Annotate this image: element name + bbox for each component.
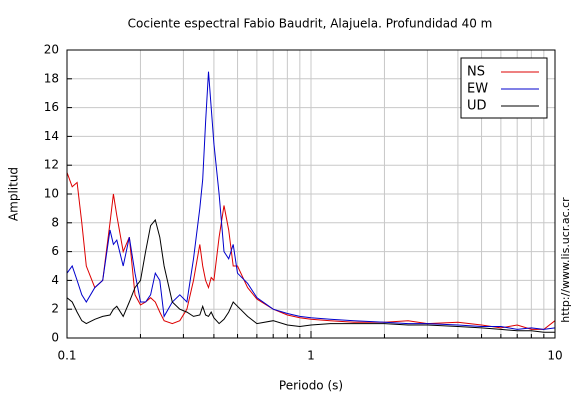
x-tick-label: 10 <box>547 349 562 363</box>
x-tick-label: 1 <box>307 349 315 363</box>
y-tick-label: 4 <box>51 273 59 287</box>
side-note: http://www.lis.ucr.ac.cr <box>559 197 572 323</box>
y-tick-label: 0 <box>51 331 59 345</box>
y-tick-label: 12 <box>44 158 59 172</box>
chart-title: Cociente espectral Fabio Baudrit, Alajue… <box>128 17 493 31</box>
legend-box <box>460 57 548 119</box>
legend-label: EW <box>467 82 488 97</box>
y-tick-label: 14 <box>44 129 59 143</box>
legend-label: NS <box>467 65 485 80</box>
series-line <box>66 172 556 330</box>
x-tick-label: 0.1 <box>57 349 76 363</box>
y-tick-label: 10 <box>44 187 59 201</box>
x-axis-label: Periodo (s) <box>279 379 343 393</box>
series-line <box>66 218 555 333</box>
y-axis-label: Amplitud <box>7 167 21 221</box>
series-line <box>66 71 556 330</box>
y-tick-label: 16 <box>44 100 59 114</box>
plot-frame <box>66 49 556 339</box>
y-tick-label: 18 <box>44 71 59 85</box>
y-tick-label: 2 <box>51 302 59 316</box>
y-tick-label: 8 <box>51 215 59 229</box>
y-tick-label: 20 <box>44 43 59 57</box>
y-tick-label: 6 <box>51 244 59 258</box>
legend-label: UD <box>467 99 487 114</box>
